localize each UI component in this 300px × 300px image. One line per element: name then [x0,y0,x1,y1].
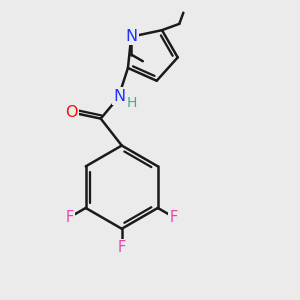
Text: H: H [127,96,137,110]
Text: F: F [118,240,126,255]
Text: O: O [65,105,78,120]
Text: F: F [169,210,178,225]
Text: N: N [113,89,125,104]
Text: F: F [66,210,74,225]
Text: N: N [126,29,138,44]
